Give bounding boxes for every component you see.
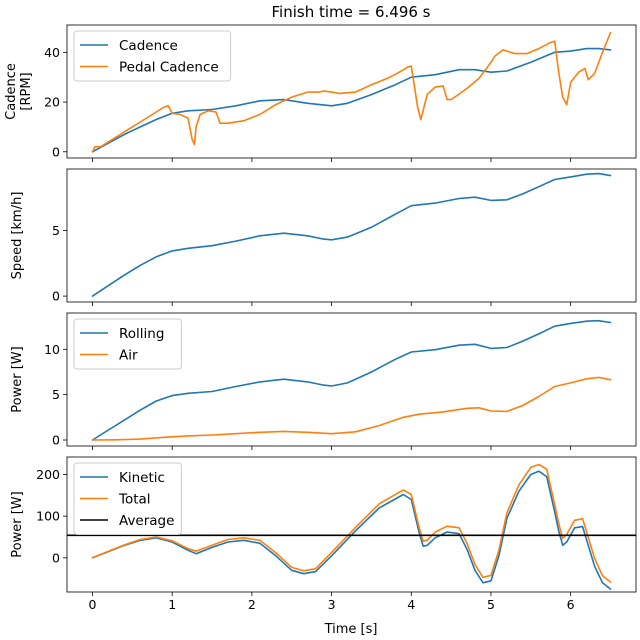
y-tick-label: 5: [52, 387, 60, 402]
plot-area: [91, 319, 612, 441]
subplot-3: 0 5 10 Power [W] Rolling Air: [10, 312, 637, 450]
y-tick-label: 0: [52, 144, 60, 159]
legend: Cadence Pedal Cadence: [73, 30, 232, 82]
legend-label: Rolling: [119, 326, 164, 342]
legend-label: Air: [119, 348, 138, 364]
legend-frame: [73, 318, 182, 370]
y-tick-label: 200: [36, 467, 60, 482]
axes-frame: [66, 456, 637, 593]
y-axis-label: Speed [km/h]: [10, 192, 25, 280]
y-tick-label: 20: [44, 95, 60, 110]
subplot-2: 0 5 Speed [km/h]: [10, 168, 637, 306]
y-axis-label: Power [W]: [10, 346, 25, 412]
legend-label: Cadence: [119, 38, 178, 54]
legend: Kinetic Total Average: [73, 462, 182, 535]
series-line-pedal-cadence: [91, 31, 612, 153]
legend: Rolling Air: [73, 318, 182, 370]
y-tick-label: 5: [52, 223, 60, 238]
series-line-air: [91, 376, 612, 441]
subplot-4: 0 1 2 3 4 5 6 0 100 200 Power [W] Kinetic Total Avera…: [10, 456, 637, 612]
x-tick-label: 0: [89, 597, 97, 612]
x-tick-label: 6: [567, 597, 575, 612]
legend-frame: [73, 30, 232, 82]
series-line-total: [91, 463, 612, 583]
x-tick-label: 2: [248, 597, 256, 612]
plot-area: [67, 463, 636, 590]
x-tick-label: 3: [328, 597, 336, 612]
series-line-cadence: [91, 47, 612, 153]
x-tick-label: 5: [487, 597, 495, 612]
legend-label: Total: [118, 492, 151, 508]
legend-label: Average: [119, 513, 174, 529]
axes-frame: [66, 312, 637, 447]
y-tick-label: 0: [52, 433, 60, 448]
y-tick-label: 100: [36, 509, 60, 524]
legend-frame: [73, 462, 182, 535]
y-tick-label: 0: [52, 550, 60, 565]
x-tick-label: 1: [168, 597, 176, 612]
figure-title: Finish time = 6.496 s: [272, 3, 431, 21]
y-tick-label: 10: [44, 342, 60, 357]
plot-area: [91, 172, 612, 297]
y-axis-label: Power [W]: [10, 491, 25, 557]
series-line-kinetic: [91, 470, 612, 590]
legend-label: Pedal Cadence: [119, 60, 219, 76]
y-tick-label: 0: [52, 289, 60, 304]
y-axis-label: Cadence: [4, 63, 19, 120]
series-line-series-1: [91, 172, 612, 297]
x-axis-label: Time [s]: [324, 622, 378, 637]
y-tick-label: 40: [44, 45, 60, 60]
x-tick-label: 4: [407, 597, 415, 612]
y-axis-label: [RPM]: [19, 72, 34, 110]
plot-area: [91, 31, 612, 153]
axes-frame: [66, 168, 637, 303]
axes-frame: [66, 24, 637, 159]
legend-label: Kinetic: [119, 470, 165, 486]
series-line-rolling: [91, 319, 612, 441]
